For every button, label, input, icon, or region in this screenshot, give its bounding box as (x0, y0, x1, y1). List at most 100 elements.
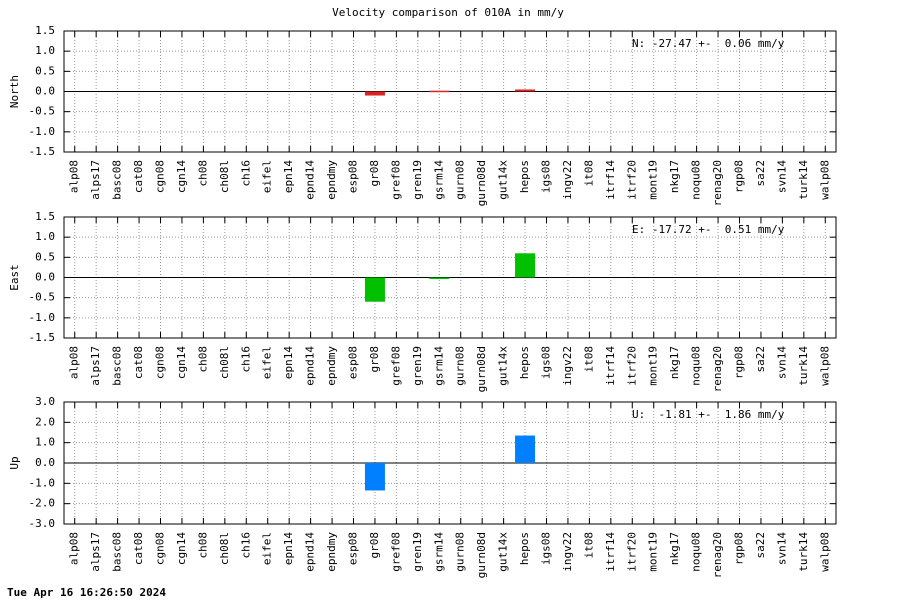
y-tick-label: 0.0 (35, 271, 55, 284)
x-tick-label: cgn14 (175, 160, 188, 193)
x-tick-label: walp08 (818, 346, 831, 386)
x-tick-label: itrf20 (625, 532, 638, 572)
x-tick-label: svn14 (775, 346, 788, 379)
x-tick-label: epn14 (282, 346, 295, 379)
bar (515, 435, 536, 463)
x-tick-label: cat08 (132, 160, 145, 193)
x-tick-label: svn14 (775, 160, 788, 193)
x-tick-label: esp08 (347, 160, 360, 193)
x-tick-label: basc08 (111, 532, 124, 572)
y-axis-label: North (8, 75, 21, 108)
chart-title: Velocity comparison of 010A in mm/y (332, 6, 564, 19)
x-tick-label: ingv22 (561, 160, 574, 200)
annotation: E: -17.72 +- 0.51 mm/y (632, 223, 785, 236)
x-tick-label: epndmy (325, 160, 338, 200)
x-tick-label: igs08 (540, 346, 553, 379)
x-tick-label: cgn08 (154, 346, 167, 379)
x-tick-label: cgn14 (175, 346, 188, 379)
x-tick-label: sa22 (754, 160, 767, 187)
x-tick-label: rgp08 (733, 532, 746, 565)
y-tick-label: -3.0 (29, 517, 56, 530)
x-tick-label: gr08 (368, 160, 381, 187)
x-tick-label: gsrm14 (432, 160, 445, 200)
x-tick-label: mont19 (647, 346, 660, 386)
x-tick-label: itrf14 (604, 532, 617, 572)
x-tick-label: ch08l (218, 160, 231, 193)
y-tick-label: -1.5 (29, 331, 56, 344)
x-tick-label: itrf14 (604, 160, 617, 200)
timestamp: Tue Apr 16 16:26:50 2024 (7, 586, 166, 599)
bar (429, 90, 450, 93)
x-tick-label: sa22 (754, 532, 767, 559)
x-tick-label: noqu08 (690, 532, 703, 572)
x-tick-label: ch08l (218, 346, 231, 379)
x-tick-label: basc08 (111, 160, 124, 200)
x-tick-label: alp08 (68, 160, 81, 193)
bar (515, 89, 536, 92)
x-tick-label: gr08 (368, 346, 381, 373)
y-tick-label: -2.0 (29, 497, 56, 510)
x-tick-label: renag20 (711, 346, 724, 392)
x-tick-label: ch08l (218, 532, 231, 565)
bar (364, 91, 385, 96)
x-tick-label: gref08 (389, 160, 402, 200)
x-tick-label: turk14 (797, 160, 810, 200)
x-tick-label: hepos (518, 346, 531, 379)
annotation: U: -1.81 +- 1.86 mm/y (632, 408, 785, 421)
y-tick-label: -1.0 (29, 125, 56, 138)
bar (364, 463, 385, 491)
y-tick-label: -1.0 (29, 476, 56, 489)
x-tick-label: cat08 (132, 532, 145, 565)
x-tick-label: nkg17 (668, 346, 681, 379)
y-tick-label: 3.0 (35, 395, 55, 408)
x-tick-label: rgp08 (733, 160, 746, 193)
x-tick-label: gren19 (411, 346, 424, 386)
x-tick-label: hepos (518, 532, 531, 565)
y-tick-label: 0.0 (35, 85, 55, 98)
x-tick-label: itrf20 (625, 160, 638, 200)
annotation: N: -27.47 +- 0.06 mm/y (632, 37, 785, 50)
y-axis-label: East (8, 264, 21, 291)
x-tick-label: turk14 (797, 346, 810, 386)
x-tick-label: ch08 (196, 532, 209, 559)
plot-frame (63, 401, 837, 525)
y-tick-label: 0.5 (35, 250, 55, 263)
bar (364, 277, 385, 302)
x-tick-label: gut14x (497, 532, 510, 572)
x-tick-label: mont19 (647, 160, 660, 200)
x-tick-label: esp08 (347, 346, 360, 379)
x-tick-label: cat08 (132, 346, 145, 379)
x-tick-label: epn14 (282, 160, 295, 193)
x-tick-label: epndmy (325, 346, 338, 386)
x-tick-label: eifel (261, 346, 274, 379)
y-tick-label: -1.0 (29, 311, 56, 324)
x-tick-label: gr08 (368, 532, 381, 559)
y-tick-label: -0.5 (29, 291, 56, 304)
x-tick-label: epn14 (282, 532, 295, 565)
x-tick-label: turk14 (797, 532, 810, 572)
x-tick-label: cgn08 (154, 532, 167, 565)
x-tick-label: itrf14 (604, 346, 617, 386)
plot-frame (63, 30, 837, 153)
plot-frame (63, 216, 837, 339)
x-tick-label: cgn08 (154, 160, 167, 193)
x-tick-label: gren19 (411, 532, 424, 572)
x-tick-label: epnd14 (304, 346, 317, 386)
x-tick-label: noqu08 (690, 346, 703, 386)
x-tick-label: epnd14 (304, 160, 317, 200)
bar (429, 277, 450, 279)
x-tick-label: ingv22 (561, 532, 574, 572)
x-tick-label: ch16 (239, 532, 252, 559)
x-tick-label: ch16 (239, 346, 252, 373)
x-tick-label: ch08 (196, 160, 209, 187)
x-tick-label: epndmy (325, 532, 338, 572)
x-tick-label: epnd14 (304, 532, 317, 572)
y-tick-label: 0.0 (35, 456, 55, 469)
y-tick-label: 1.0 (35, 44, 55, 57)
x-tick-label: walp08 (818, 532, 831, 572)
x-tick-label: basc08 (111, 346, 124, 386)
x-tick-label: gref08 (389, 532, 402, 572)
x-tick-label: gurn08 (454, 532, 467, 572)
